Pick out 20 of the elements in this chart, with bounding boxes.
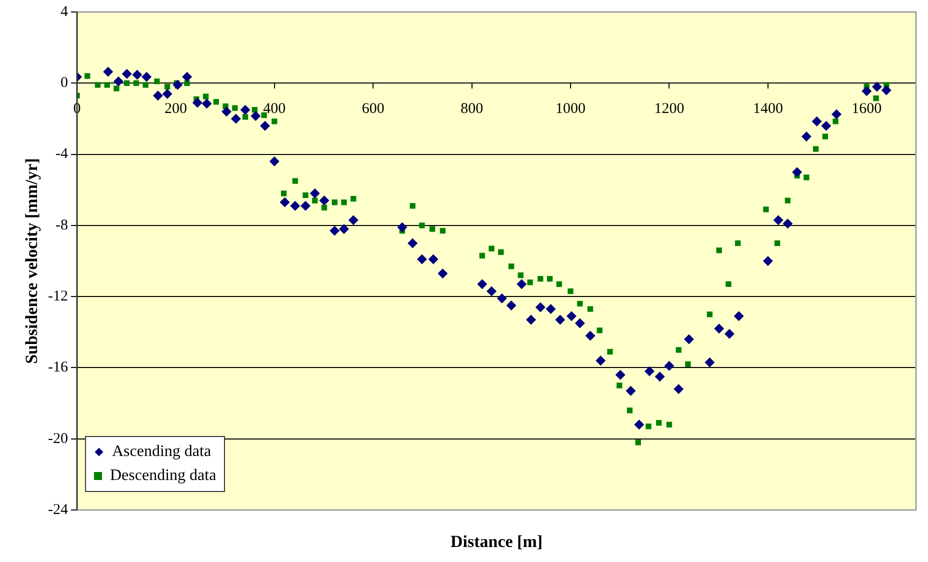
x-tick-label: 1600 xyxy=(852,101,882,118)
y-tick-label: -24 xyxy=(48,502,68,518)
y-tick-label: -12 xyxy=(48,288,68,305)
x-tick-label: 1000 xyxy=(556,101,586,118)
y-axis-title: Subsidence velocity [mm/yr] xyxy=(22,158,42,364)
x-tick-label: 800 xyxy=(460,101,484,118)
y-tick-label: 0 xyxy=(60,75,68,92)
y-tick-label: -8 xyxy=(55,217,68,234)
legend-label: Ascending data xyxy=(112,443,212,461)
x-tick-label: 1200 xyxy=(654,101,684,118)
y-tick-label: -4 xyxy=(55,146,68,162)
x-tick-label: 200 xyxy=(164,101,187,118)
x-tick-label: 600 xyxy=(362,101,384,118)
y-tick-label: -16 xyxy=(48,360,68,376)
x-tick-label: 400 xyxy=(263,101,286,118)
y-tick-label: 4 xyxy=(60,4,68,20)
x-tick-label: 1400 xyxy=(752,101,783,118)
x-axis-title: Distance [m] xyxy=(450,532,543,552)
y-tick-label: -20 xyxy=(48,430,68,447)
legend-label: Descending data xyxy=(110,467,216,485)
